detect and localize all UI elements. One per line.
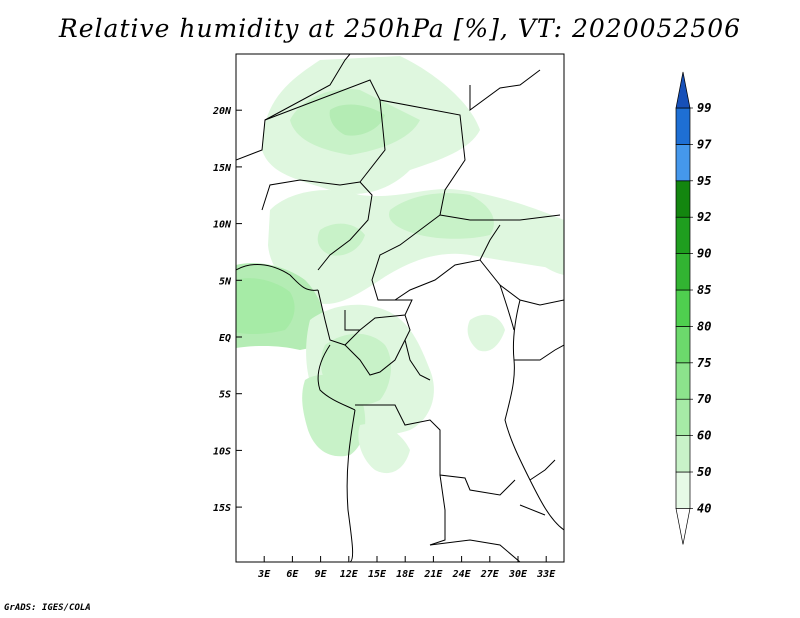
lon-label: 33E	[536, 569, 556, 580]
colorbar-segment	[675, 435, 691, 473]
colorbar-label: 97	[697, 137, 712, 151]
lat-label: 15N	[213, 163, 232, 174]
colorbar-label: 99	[697, 101, 711, 115]
colorbar-label: 90	[697, 247, 711, 261]
colorbar-segment	[675, 253, 691, 291]
colorbar-top-arrow	[675, 71, 691, 109]
lon-label: 3E	[257, 569, 271, 580]
lat-label: 20N	[212, 106, 232, 117]
colorbar-label: 80	[697, 319, 711, 333]
map-frame	[235, 53, 565, 563]
colorbar-label: 85	[697, 283, 711, 297]
lon-label: 30E	[508, 569, 528, 580]
lat-label: 10N	[213, 220, 232, 231]
colorbar-segment	[675, 471, 691, 509]
colorbar-segment	[675, 216, 691, 254]
country-borders	[236, 54, 564, 562]
lat-label: 15S	[213, 503, 231, 514]
colorbar-label: 92	[697, 210, 711, 224]
colorbar-segment	[675, 362, 691, 400]
map-title: Relative humidity at 250hPa [%], VT: 202…	[58, 14, 742, 43]
lon-label: 15E	[368, 569, 387, 580]
colorbar-label: 75	[697, 356, 711, 370]
colorbar-segment	[675, 326, 691, 364]
colorbar-label: 40	[697, 501, 711, 515]
colorbar-label: 95	[697, 174, 711, 188]
colorbar-label: 50	[697, 465, 711, 479]
lon-label: 12E	[340, 569, 359, 580]
lon-label: 27E	[480, 569, 500, 580]
lat-label: EQ	[219, 333, 231, 344]
humidity-shading	[236, 56, 564, 474]
colorbar-segment	[675, 289, 691, 327]
lon-label: 18E	[396, 569, 415, 580]
colorbar-segment	[675, 107, 691, 145]
lon-label: 6E	[286, 569, 299, 580]
colorbar-segment	[675, 398, 691, 436]
color-bar: 40 50 60 70 75 80 85 90 92 95 97 99	[675, 71, 712, 545]
lon-label: 9E	[315, 569, 328, 580]
longitude-axis: 3E 6E 9E 12E 15E 18E 21E 24E 27E 30E 33E	[257, 556, 556, 580]
colorbar-label: 70	[697, 392, 711, 406]
lat-label: 5N	[219, 276, 232, 287]
lon-label: 24E	[452, 569, 472, 580]
latitude-axis: 20N 15N 10N 5N EQ 5S 10S 15S	[212, 106, 242, 514]
colorbar-segment	[675, 144, 691, 182]
colorbar-label: 60	[697, 429, 711, 443]
credit-label: GrADS: IGES/COLA	[4, 603, 91, 613]
colorbar-segment	[675, 180, 691, 218]
lat-label: 10S	[213, 446, 231, 457]
colorbar-bottom-arrow	[675, 508, 691, 545]
lon-label: 21E	[423, 569, 443, 580]
lat-label: 5S	[219, 390, 231, 401]
